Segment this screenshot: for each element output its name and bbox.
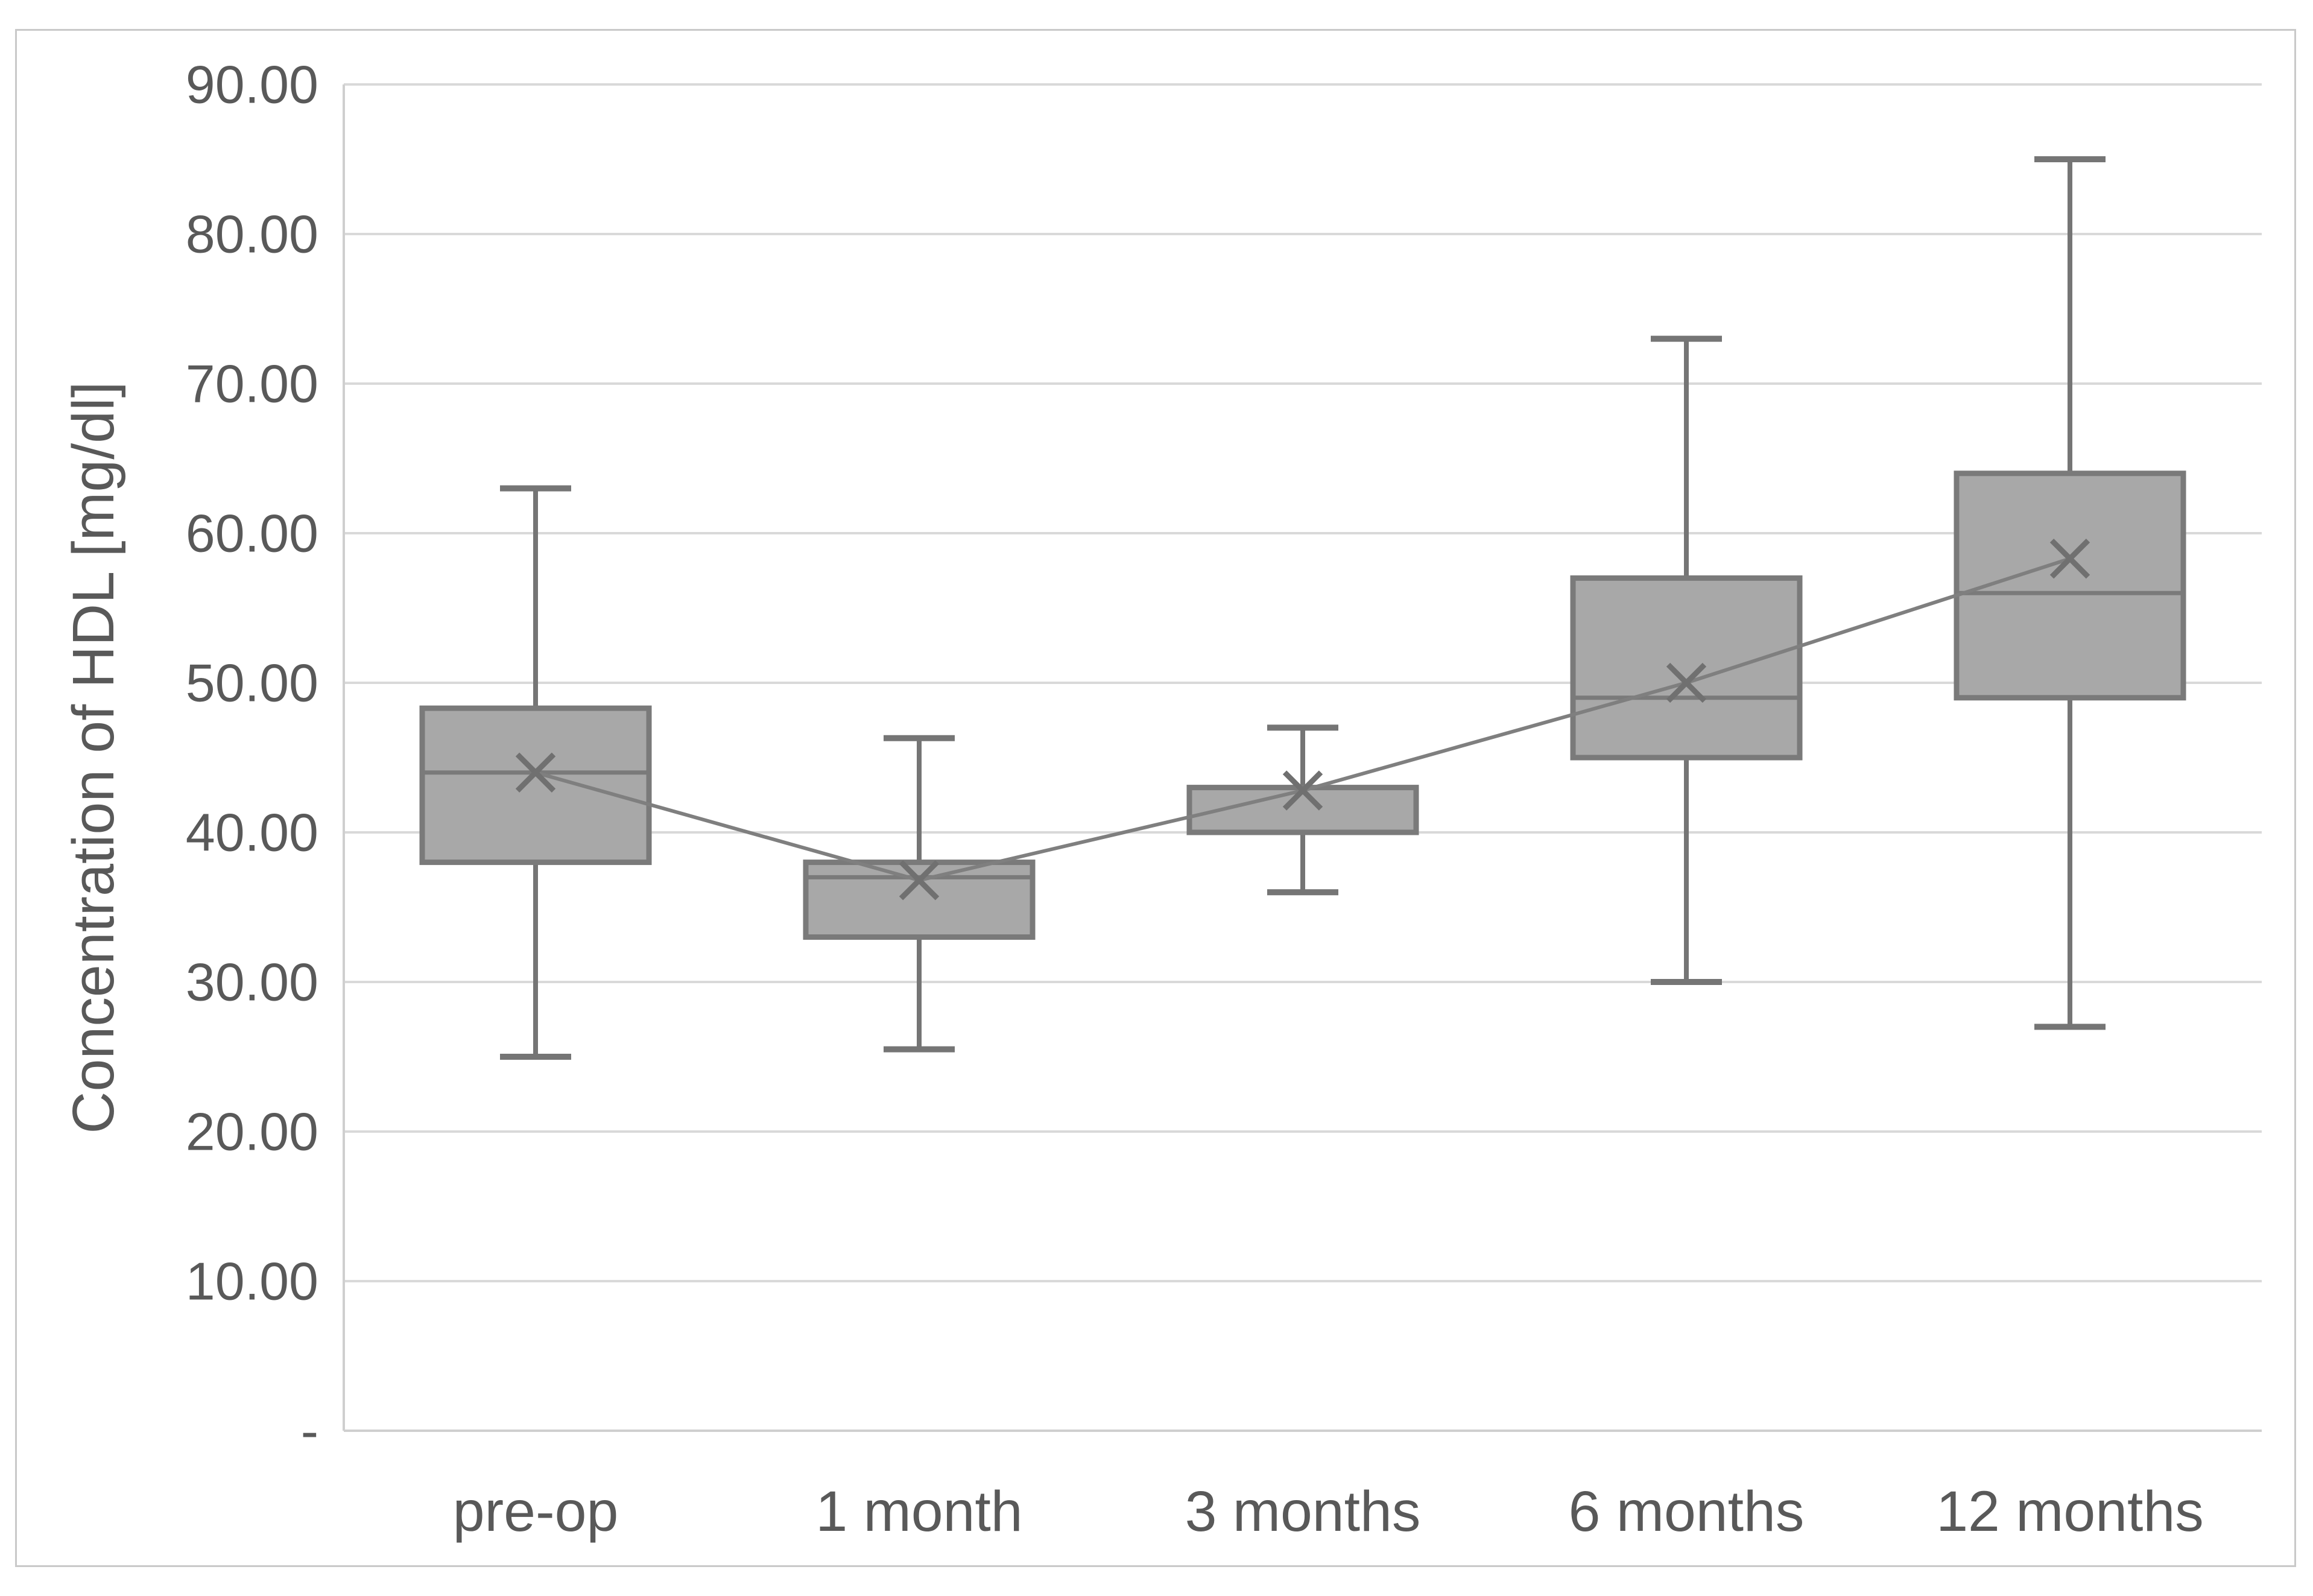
x-category-label-1-month: 1 month	[815, 1480, 1022, 1544]
x-category-label-3-months: 3 months	[1185, 1480, 1421, 1544]
y-tick-label-90.00: 90.00	[186, 55, 318, 115]
box-rect-1-month	[803, 860, 1036, 940]
x-category-label-pre-op: pre-op	[453, 1480, 619, 1544]
y-tick-label-60.00: 60.00	[186, 504, 318, 563]
x-category-label-6-months: 6 months	[1569, 1480, 1805, 1544]
box-rect-6-months	[1570, 575, 1803, 761]
y-axis-title-text: Concentration of HDL [mg/dl]	[60, 381, 126, 1134]
box-rect-pre-op	[419, 705, 652, 866]
y-tick-label-40.00: 40.00	[186, 803, 318, 863]
box-rect-12-months	[1954, 470, 2186, 701]
y-tick-label-10.00: 10.00	[186, 1252, 318, 1311]
y-tick-label-70.00: 70.00	[186, 354, 318, 414]
y-tick-label--: -	[301, 1401, 318, 1461]
y-tick-label-50.00: 50.00	[186, 653, 318, 713]
y-tick-label-30.00: 30.00	[186, 952, 318, 1012]
mean-marker-6-months	[1666, 662, 1707, 703]
mean-marker-12-months	[2049, 538, 2090, 579]
mean-marker-3-months	[1282, 770, 1323, 811]
mean-marker-1-month	[899, 860, 940, 901]
mean-marker-pre-op	[515, 752, 556, 793]
x-category-label-12-months: 12 months	[1936, 1480, 2204, 1544]
y-tick-label-80.00: 80.00	[186, 204, 318, 264]
y-tick-label-20.00: 20.00	[186, 1102, 318, 1162]
